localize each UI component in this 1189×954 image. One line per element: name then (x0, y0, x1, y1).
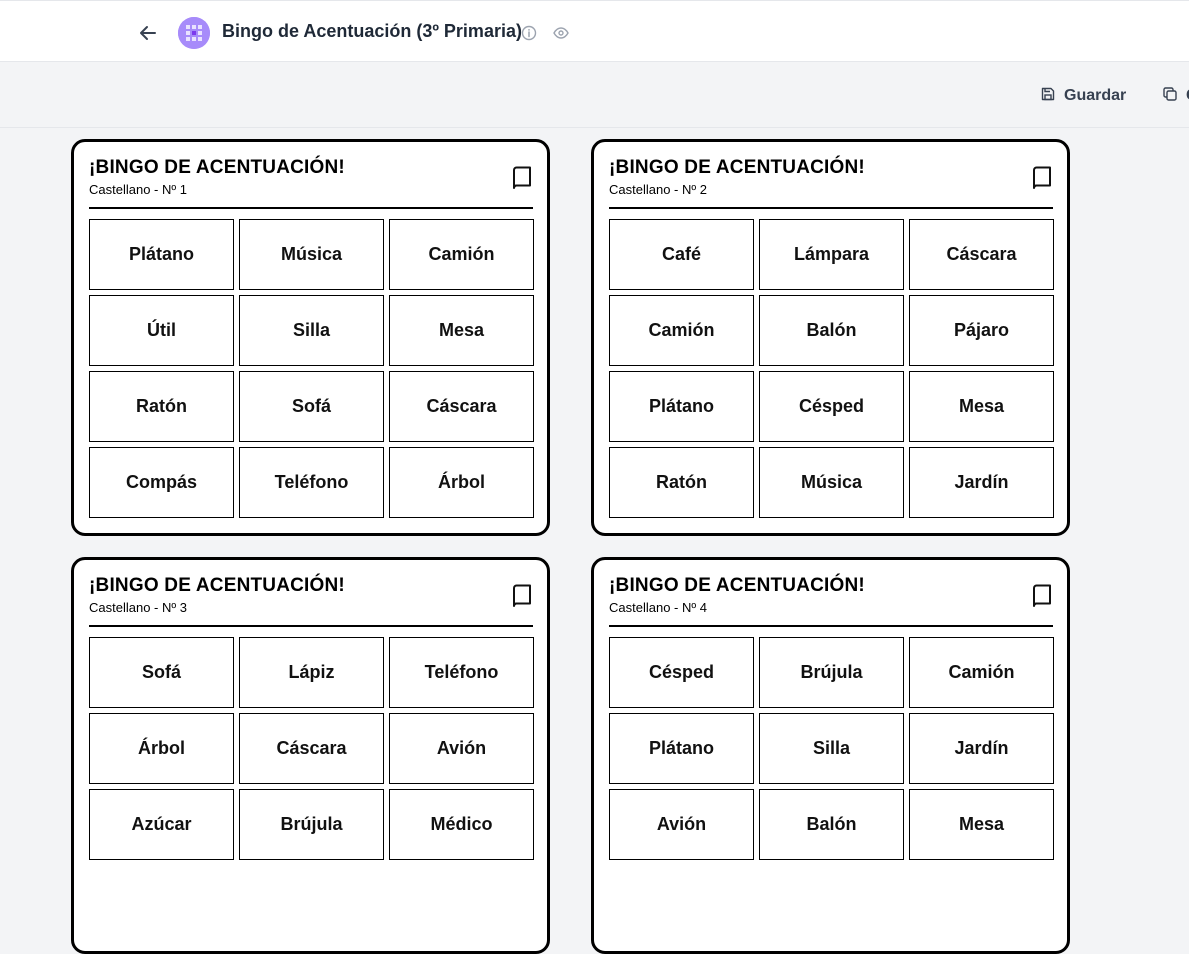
bingo-cell[interactable]: Silla (759, 713, 904, 784)
bingo-cell[interactable]: Ratón (89, 371, 234, 442)
bingo-grid: Plátano Música Camión Útil Silla Mesa Ra… (89, 219, 534, 518)
bingo-cell[interactable]: Ratón (609, 447, 754, 518)
bingo-cell[interactable]: Cáscara (239, 713, 384, 784)
card-title: ¡BINGO DE ACENTUACIÓN! (609, 575, 865, 596)
bingo-card: ¡BINGO DE ACENTUACIÓN! Castellano - Nº 3… (71, 557, 550, 954)
bingo-cell[interactable]: Música (759, 447, 904, 518)
card-divider (609, 207, 1053, 209)
bingo-cell[interactable]: Césped (609, 637, 754, 708)
bingo-cell[interactable]: Césped (759, 371, 904, 442)
bingo-grid: Césped Brújula Camión Plátano Silla Jard… (609, 637, 1054, 860)
bingo-cell[interactable]: Lápiz (239, 637, 384, 708)
bingo-cell[interactable]: Brújula (759, 637, 904, 708)
bingo-cell[interactable]: Balón (759, 789, 904, 860)
book-icon (1031, 166, 1053, 190)
bingo-grid: Café Lámpara Cáscara Camión Balón Pájaro… (609, 219, 1054, 518)
bingo-cell[interactable]: Balón (759, 295, 904, 366)
bingo-cell[interactable]: Lámpara (759, 219, 904, 290)
bingo-cell[interactable]: Cáscara (389, 371, 534, 442)
bingo-cell[interactable]: Mesa (909, 789, 1054, 860)
bingo-cell[interactable]: Camión (389, 219, 534, 290)
toolbar: Guardar C (0, 62, 1189, 128)
page-title: Bingo de Acentuación (3º Primaria) (222, 21, 522, 41)
save-icon (1040, 86, 1056, 107)
save-button[interactable]: Guardar (1040, 86, 1126, 106)
book-icon (1031, 584, 1053, 608)
book-icon (511, 584, 533, 608)
bingo-grid: Sofá Lápiz Teléfono Árbol Cáscara Avión … (89, 637, 534, 860)
bingo-cell[interactable]: Avión (389, 713, 534, 784)
top-bar: Bingo de Acentuación (3º Primaria) (0, 0, 1189, 62)
bingo-cell[interactable]: Avión (609, 789, 754, 860)
card-title: ¡BINGO DE ACENTUACIÓN! (89, 575, 345, 596)
bingo-cell[interactable]: Sofá (89, 637, 234, 708)
bingo-cell[interactable]: Música (239, 219, 384, 290)
bingo-cell[interactable]: Compás (89, 447, 234, 518)
book-icon (511, 166, 533, 190)
card-divider (609, 625, 1053, 627)
card-subtitle: Castellano - Nº 3 (89, 600, 187, 615)
save-label: Guardar (1064, 87, 1127, 104)
card-divider (89, 625, 533, 627)
bingo-cell[interactable]: Jardín (909, 713, 1054, 784)
card-subtitle: Castellano - Nº 2 (609, 182, 707, 197)
bingo-cell[interactable]: Camión (609, 295, 754, 366)
bingo-card: ¡BINGO DE ACENTUACIÓN! Castellano - Nº 2… (591, 139, 1070, 536)
bingo-cell[interactable]: Sofá (239, 371, 384, 442)
bingo-cell[interactable]: Plátano (609, 371, 754, 442)
card-title: ¡BINGO DE ACENTUACIÓN! (609, 157, 865, 178)
card-subtitle: Castellano - Nº 1 (89, 182, 187, 197)
bingo-cell[interactable]: Azúcar (89, 789, 234, 860)
copy-label: C (1186, 87, 1189, 105)
bingo-card: ¡BINGO DE ACENTUACIÓN! Castellano - Nº 1… (71, 139, 550, 536)
bingo-cell[interactable]: Médico (389, 789, 534, 860)
bingo-cell[interactable]: Cáscara (909, 219, 1054, 290)
bingo-cell[interactable]: Camión (909, 637, 1054, 708)
eye-icon[interactable] (552, 24, 570, 42)
back-arrow-icon[interactable] (137, 22, 159, 44)
copy-button[interactable]: C (1162, 86, 1189, 106)
app-avatar (178, 17, 210, 49)
card-subtitle: Castellano - Nº 4 (609, 600, 707, 615)
bingo-cell[interactable]: Útil (89, 295, 234, 366)
bingo-cell[interactable]: Brújula (239, 789, 384, 860)
bingo-cell[interactable]: Plátano (609, 713, 754, 784)
bingo-cell[interactable]: Café (609, 219, 754, 290)
bingo-cell[interactable]: Teléfono (389, 637, 534, 708)
bingo-cell[interactable]: Plátano (89, 219, 234, 290)
card-title: ¡BINGO DE ACENTUACIÓN! (89, 157, 345, 178)
bingo-cell[interactable]: Pájaro (909, 295, 1054, 366)
bingo-cell[interactable]: Teléfono (239, 447, 384, 518)
bingo-cell[interactable]: Árbol (389, 447, 534, 518)
card-divider (89, 207, 533, 209)
bingo-cell[interactable]: Mesa (909, 371, 1054, 442)
bingo-cell[interactable]: Árbol (89, 713, 234, 784)
bingo-card: ¡BINGO DE ACENTUACIÓN! Castellano - Nº 4… (591, 557, 1070, 954)
bingo-cell[interactable]: Jardín (909, 447, 1054, 518)
bingo-cell[interactable]: Mesa (389, 295, 534, 366)
info-icon[interactable] (520, 24, 538, 42)
copy-icon (1162, 86, 1178, 107)
bingo-cell[interactable]: Silla (239, 295, 384, 366)
